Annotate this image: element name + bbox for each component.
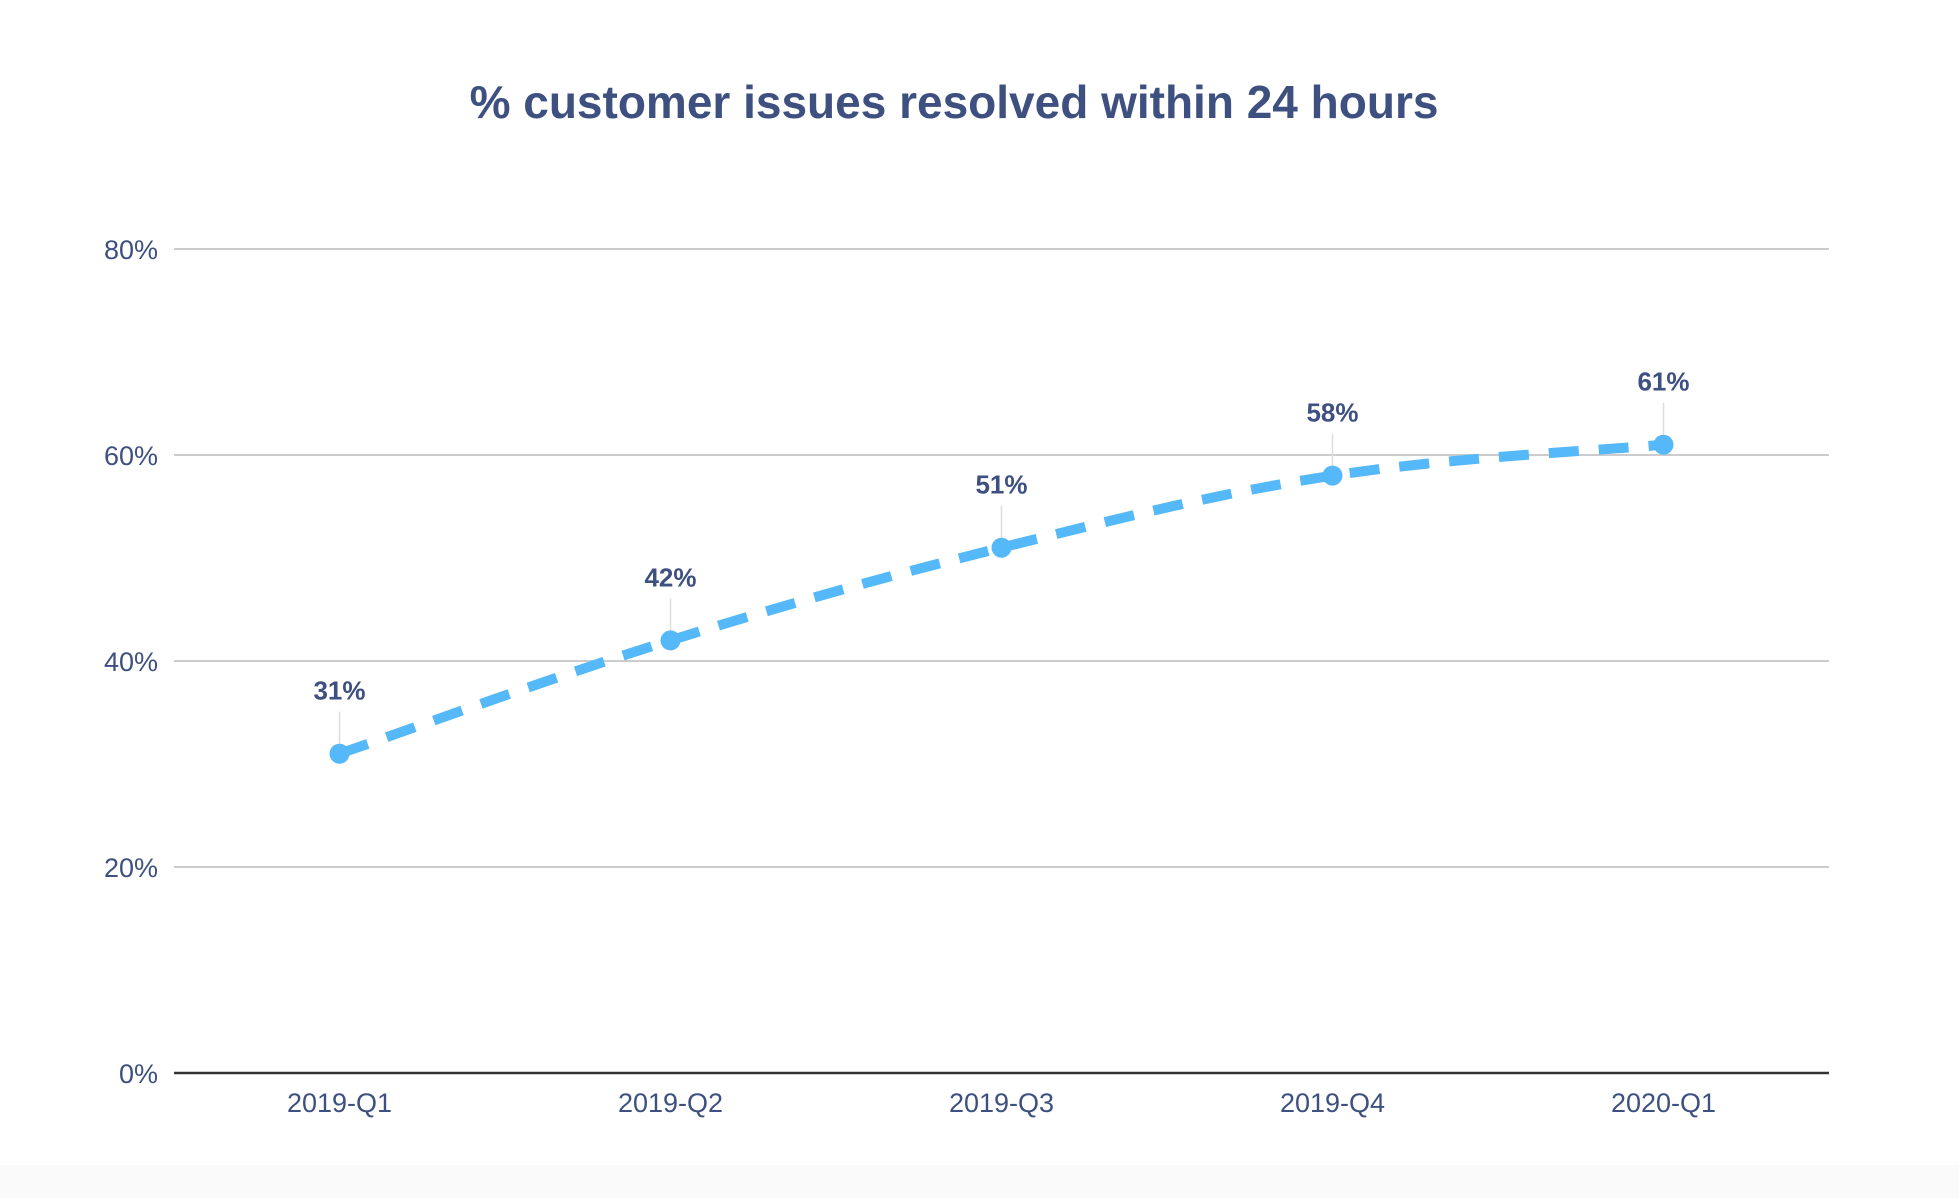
data-point (660, 630, 681, 651)
x-tick-label: 2019-Q2 (618, 1088, 723, 1118)
x-tick-label: 2019-Q4 (1280, 1088, 1385, 1118)
series-line (337, 439, 1664, 759)
data-point (1322, 465, 1343, 486)
y-axis-ticks: 0% 20% 40% 60% 80% (104, 235, 158, 1089)
x-tick-label: 2019-Q1 (287, 1088, 392, 1118)
y-tick-label: 80% (104, 235, 158, 265)
data-label: 51% (975, 470, 1027, 500)
data-point (991, 537, 1012, 558)
data-labels: 31% 42% 51% 58% 61% (313, 367, 1689, 706)
data-label: 61% (1637, 367, 1689, 397)
y-tick-label: 60% (104, 441, 158, 471)
data-point (1653, 434, 1674, 455)
x-axis-ticks: 2019-Q1 2019-Q2 2019-Q3 2019-Q4 2020-Q1 (287, 1088, 1716, 1118)
y-tick-label: 40% (104, 647, 158, 677)
footer-strip (0, 1165, 1959, 1198)
data-label: 42% (644, 562, 696, 592)
x-tick-label: 2019-Q3 (949, 1088, 1054, 1118)
y-tick-label: 0% (119, 1059, 158, 1089)
label-leader-lines (338, 402, 1665, 746)
data-markers (329, 434, 1674, 764)
y-tick-label: 20% (104, 853, 158, 883)
gridlines (174, 248, 1829, 1075)
data-point (329, 743, 350, 764)
series-line-path (337, 439, 1664, 759)
data-label: 58% (1306, 398, 1358, 428)
x-tick-label: 2020-Q1 (1611, 1088, 1716, 1118)
data-label: 31% (313, 676, 365, 706)
chart-title: % customer issues resolved within 24 hou… (470, 76, 1439, 128)
